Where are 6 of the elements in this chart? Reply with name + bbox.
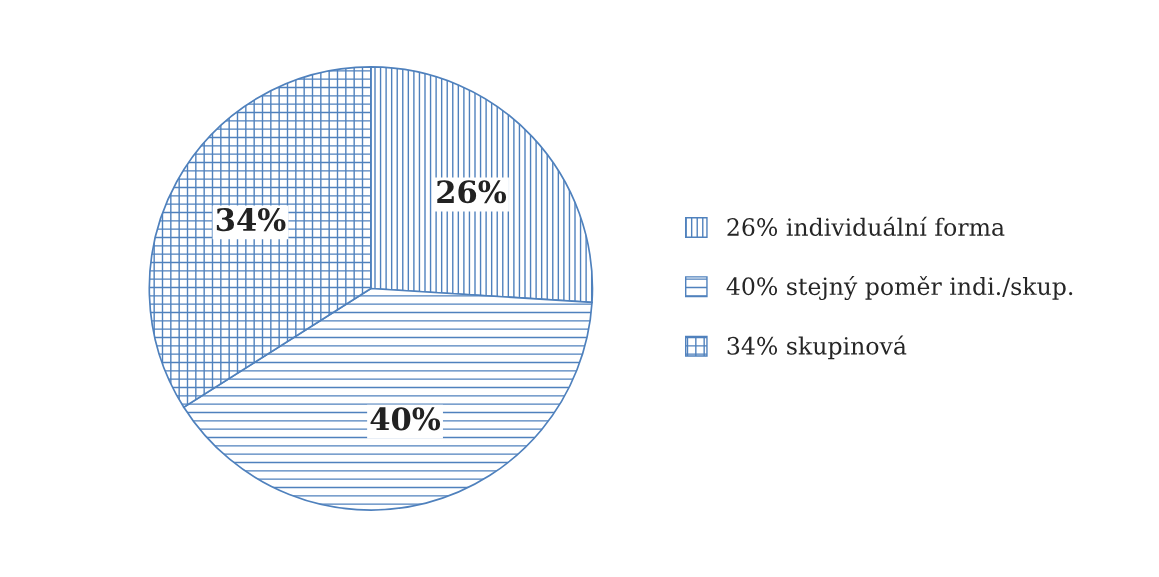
data-label: 40% <box>370 407 441 431</box>
legend-label: 26% individuální forma <box>727 216 1005 236</box>
data-label: 34% <box>216 208 286 232</box>
legend-label: 40% stejný poměr indi./skup. <box>726 275 1073 301</box>
legend-label: 34% skupinová <box>727 335 907 360</box>
data-label: 26% <box>437 180 507 204</box>
